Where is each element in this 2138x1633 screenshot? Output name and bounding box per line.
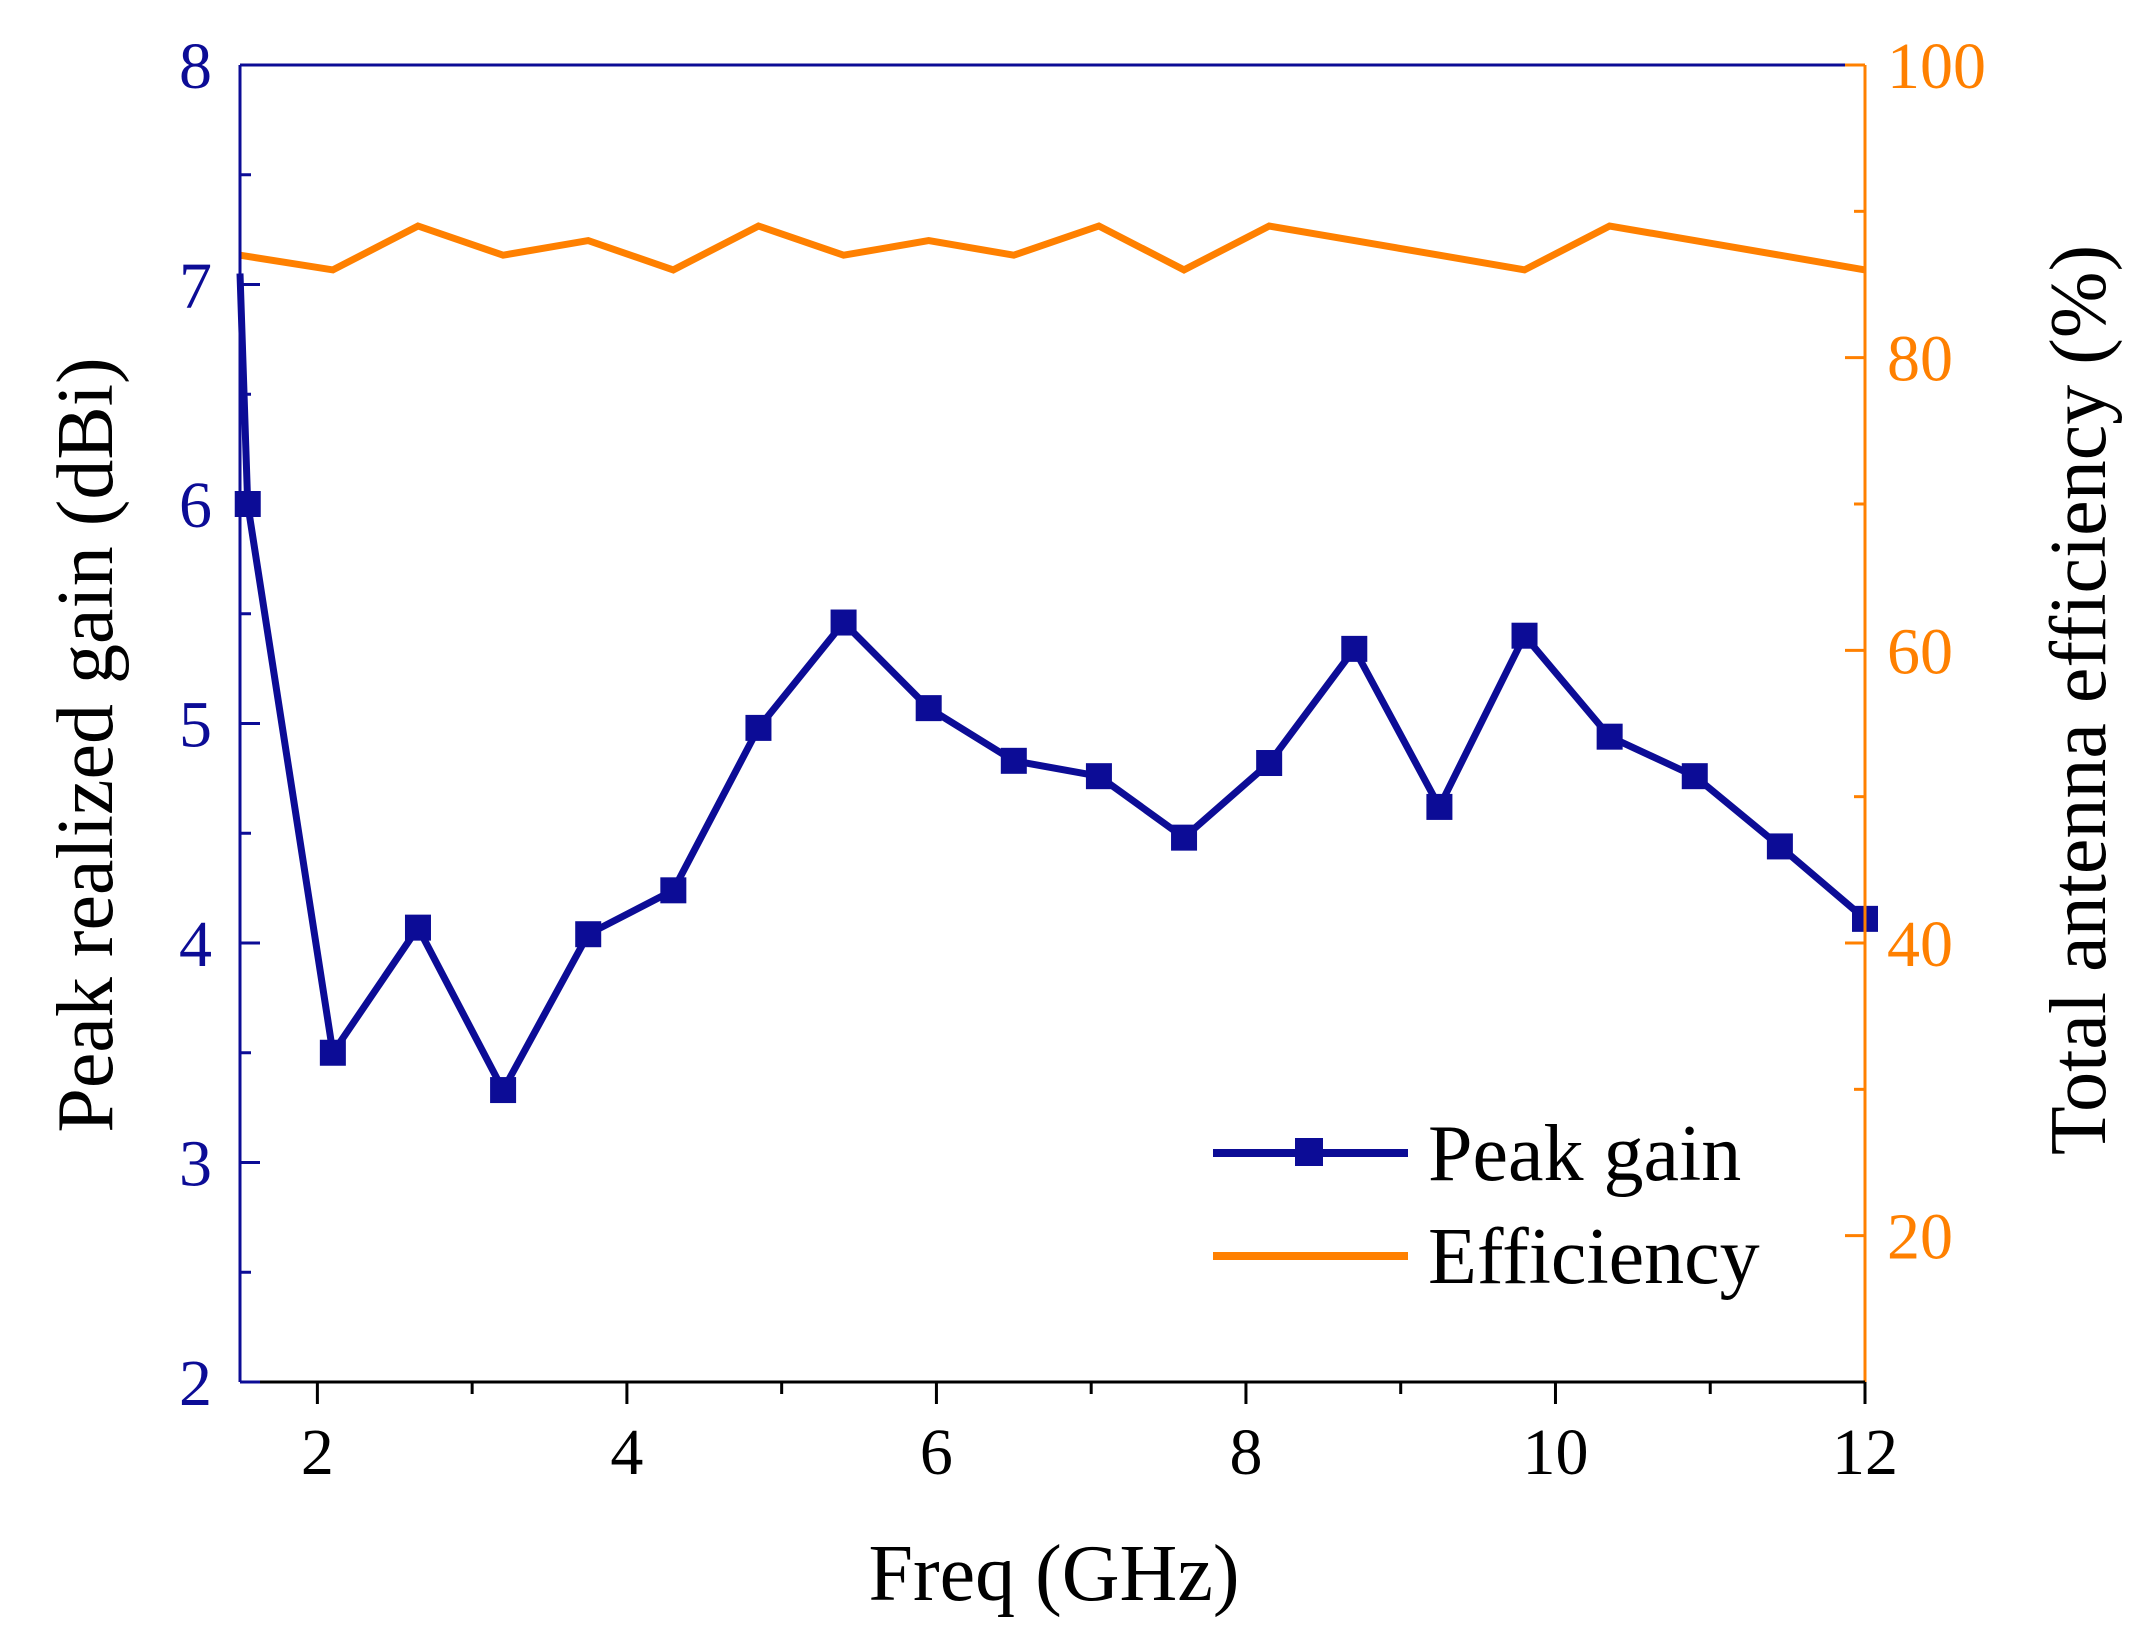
x-tick-label: 6 bbox=[920, 1416, 953, 1489]
y2-tick-label: 40 bbox=[1887, 908, 1953, 981]
peak-gain-point bbox=[319, 1039, 346, 1066]
peak-gain-point bbox=[830, 609, 857, 636]
y2-axis-label: Total antenna efficiency (%) bbox=[2035, 245, 2123, 1155]
x-tick-label: 8 bbox=[1229, 1416, 1262, 1489]
y2-tick-label: 20 bbox=[1887, 1201, 1953, 1274]
peak-gain-point bbox=[1511, 622, 1538, 649]
legend: Peak gain Efficiency bbox=[1213, 1110, 1760, 1301]
legend-gain-label: Peak gain bbox=[1428, 1110, 1741, 1198]
tick-labels: 2 4 6 8 10 12 2 3 4 5 6 7 8 20 40 60 80 100 bbox=[179, 30, 1986, 1489]
y-tick-label: 6 bbox=[179, 469, 212, 542]
x-tick-label: 4 bbox=[610, 1416, 643, 1489]
peak-gain-point bbox=[660, 877, 687, 904]
y2-tick-label: 80 bbox=[1887, 323, 1953, 396]
peak-gain-point bbox=[1596, 723, 1623, 750]
peak-gain-point bbox=[1256, 750, 1283, 777]
peak-gain-point bbox=[404, 914, 431, 941]
y-tick-label: 8 bbox=[179, 30, 212, 103]
x-tick-label: 12 bbox=[1832, 1416, 1898, 1489]
legend-gain-marker bbox=[1295, 1138, 1323, 1166]
x-tick-label: 2 bbox=[301, 1416, 334, 1489]
x-tick-label: 10 bbox=[1522, 1416, 1588, 1489]
peak-gain-point bbox=[1426, 793, 1453, 820]
y-tick-label: 4 bbox=[179, 908, 212, 981]
y-tick-label: 2 bbox=[179, 1347, 212, 1420]
peak-gain-point bbox=[1085, 763, 1112, 790]
y-tick-label: 5 bbox=[179, 689, 212, 762]
peak-gain-point bbox=[1000, 747, 1027, 774]
peak-gain-point bbox=[1341, 635, 1368, 662]
y-tick-label: 7 bbox=[179, 250, 212, 323]
peak-gain-point bbox=[1681, 763, 1708, 790]
y-tick-label: 3 bbox=[179, 1128, 212, 1201]
y2-tick-label: 100 bbox=[1887, 30, 1986, 103]
y-axis-label: Peak realized gain (dBi) bbox=[42, 357, 130, 1132]
legend-efficiency-label: Efficiency bbox=[1428, 1213, 1760, 1301]
x-axis-label: Freq (GHz) bbox=[869, 1530, 1240, 1618]
peak-gain-point bbox=[575, 921, 602, 948]
peak-gain-point bbox=[490, 1077, 517, 1104]
peak-gain-point bbox=[915, 695, 942, 722]
axes bbox=[238, 63, 1867, 1404]
y2-tick-label: 60 bbox=[1887, 615, 1953, 688]
efficiency-series-line bbox=[239, 222, 1866, 274]
peak-gain-point bbox=[1766, 833, 1793, 860]
peak-gain-point bbox=[745, 714, 772, 741]
peak-gain-point bbox=[1171, 824, 1198, 851]
